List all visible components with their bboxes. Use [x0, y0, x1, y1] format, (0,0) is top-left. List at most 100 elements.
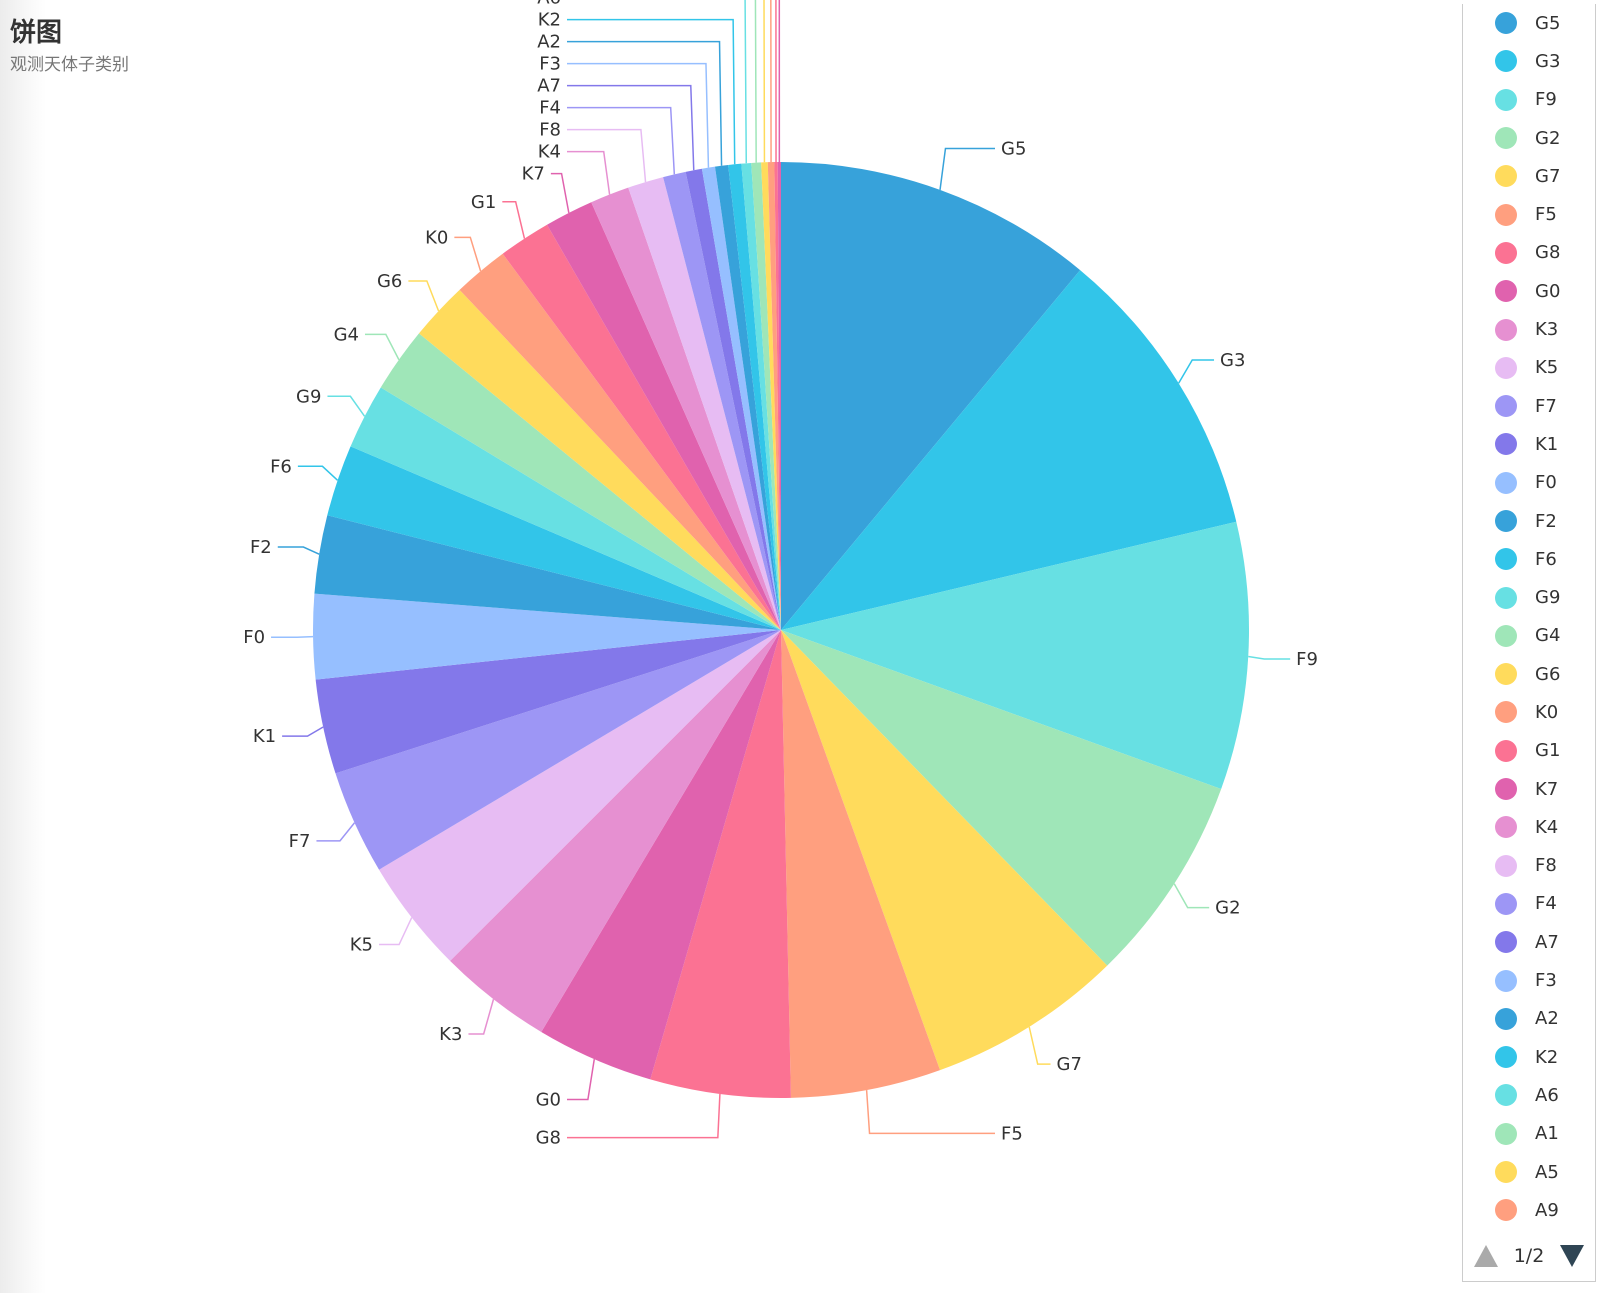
- legend-item-F5[interactable]: F5: [1463, 195, 1595, 233]
- triangle-up-icon[interactable]: [1473, 1245, 1498, 1267]
- label-line-F8: [567, 128, 647, 183]
- pie-slice-G3[interactable]: [781, 270, 1237, 630]
- slice-label-F0: F0: [243, 627, 265, 648]
- legend-label: F8: [1535, 855, 1557, 877]
- legend-label: K7: [1535, 778, 1559, 800]
- legend-item-G6[interactable]: G6: [1463, 655, 1595, 693]
- pie-slice-G6[interactable]: [418, 289, 781, 630]
- pie-slice-K5[interactable]: [379, 630, 781, 961]
- legend-item-K1[interactable]: K1: [1463, 425, 1595, 463]
- slice-label-F3: F3: [539, 54, 561, 75]
- pie-slice-G0[interactable]: [541, 630, 781, 1080]
- label-line-G4: [364, 333, 400, 361]
- pie-slice-F2[interactable]: [314, 515, 781, 630]
- legend-item-F4[interactable]: F4: [1463, 885, 1595, 923]
- legend-item-G8[interactable]: G8: [1463, 234, 1595, 272]
- pie-slice-K1[interactable]: [315, 630, 781, 774]
- slice-label-G8: G8: [536, 1128, 561, 1149]
- legend-dot-icon: [1495, 280, 1517, 303]
- pie-slice-G7[interactable]: [781, 630, 1108, 1071]
- legend-item-K5[interactable]: K5: [1463, 349, 1595, 387]
- pie-slice-A5[interactable]: [761, 162, 781, 630]
- legend-item-F2[interactable]: F2: [1463, 502, 1595, 540]
- legend-item-K3[interactable]: K3: [1463, 310, 1595, 348]
- slice-label-G3: G3: [1220, 350, 1245, 371]
- label-line-K0: [454, 236, 482, 272]
- pie-slice-G8[interactable]: [650, 630, 791, 1098]
- legend-item-F3[interactable]: F3: [1463, 961, 1595, 999]
- pie-slice-A8[interactable]: [777, 162, 781, 630]
- legend-dot-icon: [1495, 203, 1517, 226]
- pie-slice-A1[interactable]: [751, 162, 781, 630]
- slice-label-F8: F8: [539, 120, 561, 141]
- legend-item-A2[interactable]: A2: [1463, 1000, 1595, 1038]
- legend-item-K7[interactable]: K7: [1463, 770, 1595, 808]
- pie-slice-F9[interactable]: [781, 521, 1249, 790]
- legend-dot-icon: [1495, 50, 1517, 73]
- legend-item-G1[interactable]: G1: [1463, 732, 1595, 770]
- pie-slice-A2[interactable]: [714, 164, 781, 630]
- pie-slice-K2[interactable]: [728, 163, 781, 630]
- legend-item-K2[interactable]: K2: [1463, 1038, 1595, 1076]
- pie-slice-K0[interactable]: [459, 253, 781, 630]
- pie-slice-K3[interactable]: [450, 630, 781, 1032]
- pie-slice-F8[interactable]: [628, 177, 781, 630]
- legend-item-A5[interactable]: A5: [1463, 1153, 1595, 1191]
- legend-item-A6[interactable]: A6: [1463, 1076, 1595, 1114]
- pie-slice-A3[interactable]: [774, 162, 781, 630]
- pie-slice-G5[interactable]: [781, 162, 1081, 630]
- legend-item-A9[interactable]: A9: [1463, 1191, 1595, 1229]
- label-line-G7: [1028, 1026, 1051, 1065]
- pie-slice-G2[interactable]: [781, 630, 1222, 966]
- pie-slice-A6[interactable]: [741, 162, 781, 630]
- pie-slice-F6[interactable]: [327, 446, 781, 630]
- pie-slice-G4[interactable]: [380, 333, 781, 630]
- slice-label-F2: F2: [250, 537, 272, 558]
- pie-slice-F4[interactable]: [663, 171, 781, 630]
- pie-slice-F7[interactable]: [335, 630, 781, 870]
- label-line-K3: [468, 999, 495, 1035]
- legend-item-K4[interactable]: K4: [1463, 808, 1595, 846]
- legend-item-G9[interactable]: G9: [1463, 578, 1595, 616]
- legend: G5 G3 F9 G2 G7 F5 G8 G0 K3 K5 F7 K1 F0 F2 F6 G9 G4 G6 K0 G1…: [1462, 4, 1596, 1282]
- legend-item-F8[interactable]: F8: [1463, 847, 1595, 885]
- legend-dot-icon: [1495, 816, 1517, 839]
- legend-item-F7[interactable]: F7: [1463, 387, 1595, 425]
- legend-item-G0[interactable]: G0: [1463, 272, 1595, 310]
- pie-slice-F3[interactable]: [701, 166, 781, 630]
- slice-label-K4: K4: [538, 142, 561, 163]
- legend-label: F5: [1535, 204, 1557, 226]
- legend-item-A7[interactable]: A7: [1463, 923, 1595, 961]
- legend-item-F0[interactable]: F0: [1463, 464, 1595, 502]
- label-line-A1: [754, 0, 757, 163]
- legend-pager: 1/2: [1463, 1239, 1595, 1273]
- legend-item-F9[interactable]: F9: [1463, 81, 1595, 119]
- legend-label: K3: [1535, 319, 1559, 341]
- pie-slice-K7[interactable]: [547, 202, 781, 630]
- legend-dot-icon: [1495, 1084, 1517, 1107]
- pie-slice-K4[interactable]: [591, 187, 781, 631]
- slice-label-K5: K5: [350, 935, 373, 956]
- legend-item-G2[interactable]: G2: [1463, 119, 1595, 157]
- label-line-G6: [408, 280, 440, 312]
- legend-dot-icon: [1495, 356, 1517, 379]
- pie-slice-A9[interactable]: [767, 162, 781, 630]
- legend-item-G7[interactable]: G7: [1463, 157, 1595, 195]
- legend-page-indicator: 1/2: [1513, 1245, 1545, 1267]
- pie-slice-G1[interactable]: [502, 224, 781, 630]
- legend-item-G4[interactable]: G4: [1463, 617, 1595, 655]
- legend-item-F6[interactable]: F6: [1463, 540, 1595, 578]
- legend-item-G3[interactable]: G3: [1463, 42, 1595, 80]
- legend-item-G5[interactable]: G5: [1463, 4, 1595, 42]
- triangle-down-icon[interactable]: [1560, 1245, 1585, 1267]
- pie-slice-F0[interactable]: [313, 593, 781, 680]
- legend-item-A1[interactable]: A1: [1463, 1115, 1595, 1153]
- legend-label: F0: [1535, 472, 1557, 494]
- pie-slice-F5[interactable]: [781, 630, 941, 1098]
- label-line-F9: [1248, 655, 1291, 660]
- legend-dot-icon: [1495, 165, 1517, 188]
- legend-label: F3: [1535, 970, 1557, 992]
- pie-slice-G9[interactable]: [350, 387, 781, 630]
- pie-slice-A7[interactable]: [685, 168, 781, 630]
- legend-item-K0[interactable]: K0: [1463, 693, 1595, 731]
